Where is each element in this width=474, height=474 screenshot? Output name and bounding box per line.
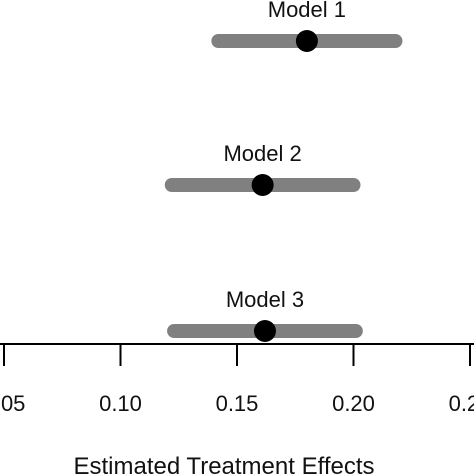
estimate-point-group [251,30,318,342]
model-1-label: Model 1 [268,0,346,22]
model-1-estimate-point [295,30,318,52]
model-3-label: Model 3 [226,287,304,312]
x-tick-label: 0.20 [332,391,375,416]
x-tick-label: 0.10 [99,391,142,416]
model-2-label: Model 2 [223,141,301,166]
x-axis: 0.05 0.10 0.15 0.20 0.25 [0,343,474,416]
x-tick-label: 0.15 [216,391,259,416]
model-2-estimate-point [251,174,274,196]
x-axis-ticks [3,344,471,366]
x-axis-title: Estimated Treatment Effects [73,453,374,474]
model-label-group: Model 1 Model 2 Model 3 [223,0,346,312]
x-axis-tick-labels: 0.05 0.10 0.15 0.20 0.25 [0,391,474,416]
x-tick-label: 0.25 [449,391,474,416]
model-3-estimate-point [253,320,276,342]
x-tick-label: 0.05 [0,391,25,416]
